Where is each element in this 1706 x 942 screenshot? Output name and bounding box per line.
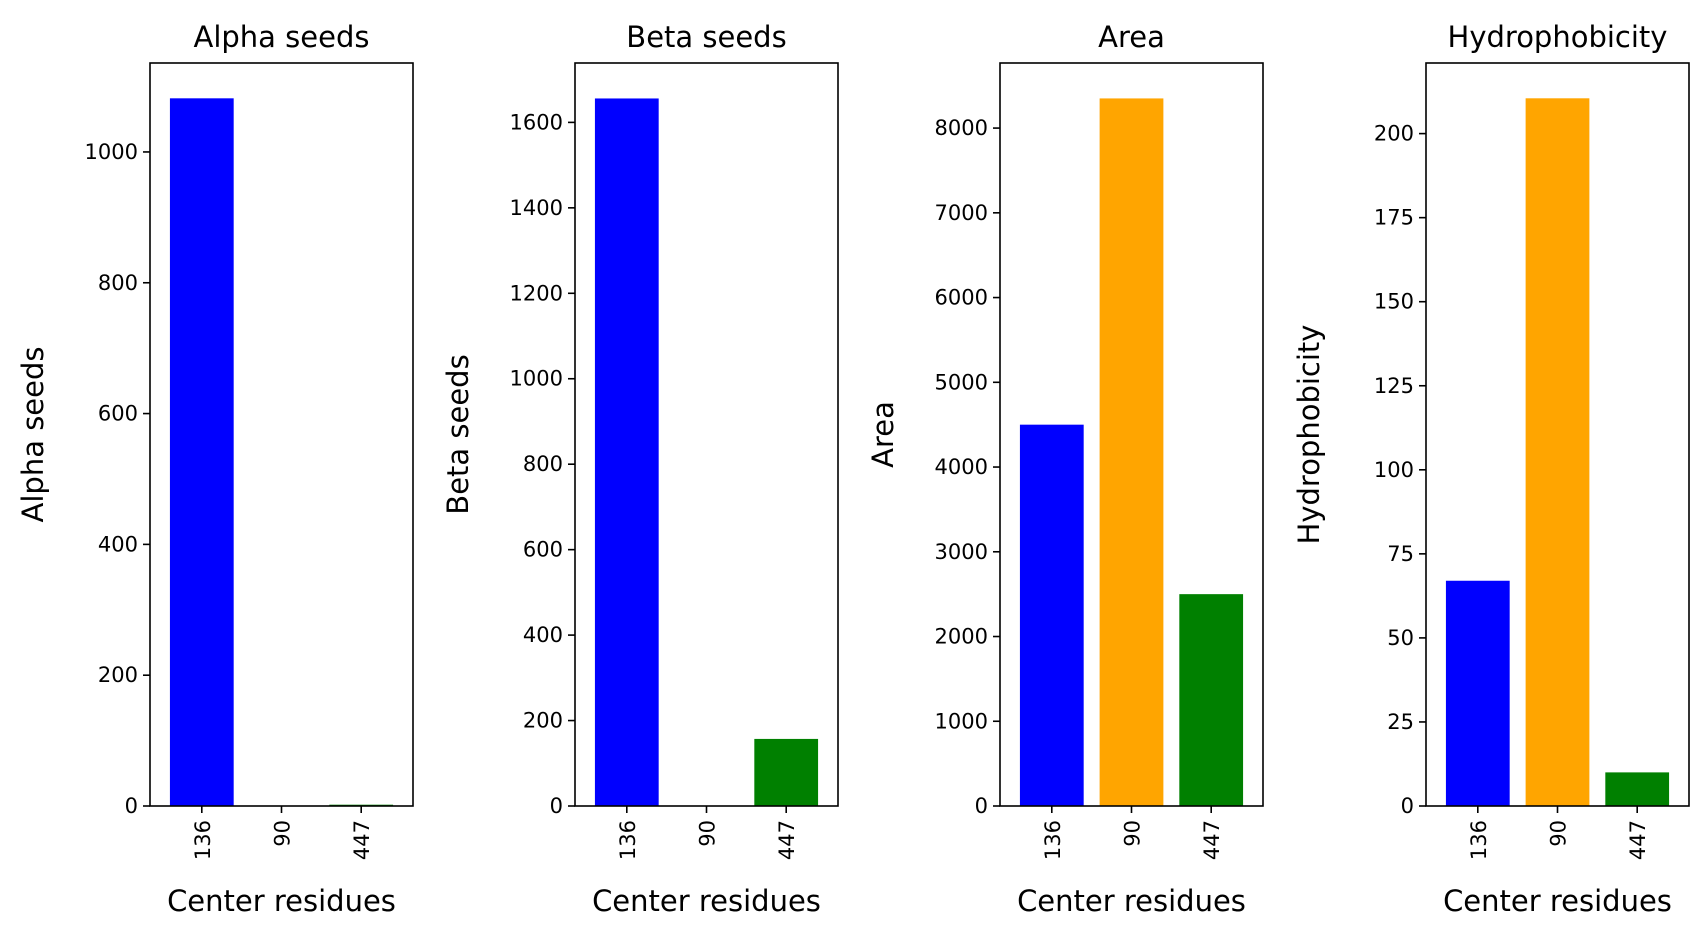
x-tick-label: 136 (1467, 820, 1491, 860)
y-tick-label: 0 (975, 794, 988, 818)
y-tick-label: 1000 (85, 140, 138, 164)
y-tick-label: 2000 (935, 625, 988, 649)
x-axis-label: Center residues (1443, 884, 1672, 918)
y-tick-label: 8000 (935, 116, 988, 140)
y-tick-label: 200 (98, 663, 138, 687)
y-tick-label: 200 (1374, 122, 1414, 146)
bar-136 (1445, 580, 1510, 806)
x-axis-label: Center residues (1017, 884, 1246, 918)
x-tick-label: 136 (1041, 820, 1065, 860)
bar-136 (169, 98, 234, 806)
x-axis-label: Center residues (167, 884, 396, 918)
x-tick-label: 447 (1200, 820, 1224, 860)
bar-447 (1605, 772, 1670, 806)
y-tick-label: 6000 (935, 286, 988, 310)
panel-title: Alpha seeds (194, 20, 370, 54)
panel-title: Area (1098, 20, 1165, 54)
axes-frame (149, 62, 414, 807)
panel-title: Beta seeds (626, 20, 786, 54)
bar-136 (594, 98, 659, 806)
x-tick-label: 90 (271, 820, 295, 847)
y-tick-label: 150 (1374, 290, 1414, 314)
bar-447 (754, 738, 819, 806)
y-tick-label: 800 (523, 452, 563, 476)
panel-title: Hydrophobicity (1448, 20, 1668, 54)
x-tick-label: 90 (1547, 820, 1571, 847)
y-tick-label: 1000 (510, 367, 563, 391)
y-tick-label: 1600 (510, 110, 563, 134)
y-axis-label: Area (866, 401, 900, 468)
y-tick-label: 600 (523, 538, 563, 562)
y-tick-label: 400 (523, 623, 563, 647)
bar-90 (1525, 98, 1590, 806)
y-tick-label: 400 (98, 532, 138, 556)
y-tick-label: 1400 (510, 196, 563, 220)
y-tick-label: 800 (98, 271, 138, 295)
y-tick-label: 0 (125, 794, 138, 818)
y-tick-label: 5000 (935, 370, 988, 394)
y-tick-label: 50 (1387, 626, 1414, 650)
y-tick-label: 600 (98, 402, 138, 426)
y-tick-label: 1200 (510, 281, 563, 305)
y-tick-label: 175 (1374, 206, 1414, 230)
axes-frame (574, 62, 839, 807)
x-tick-label: 447 (350, 820, 374, 860)
y-tick-label: 0 (1401, 794, 1414, 818)
y-tick-label: 7000 (935, 201, 988, 225)
bar-447 (1179, 594, 1244, 806)
y-tick-label: 0 (550, 794, 563, 818)
x-tick-label: 136 (191, 820, 215, 860)
x-tick-label: 90 (696, 820, 720, 847)
axes-frame (1425, 62, 1690, 807)
x-axis-label: Center residues (592, 884, 821, 918)
y-axis-label: Alpha seeds (16, 347, 50, 523)
y-tick-label: 3000 (935, 540, 988, 564)
x-tick-label: 447 (1626, 820, 1650, 860)
y-tick-label: 4000 (935, 455, 988, 479)
y-axis-label: Beta seeds (441, 354, 475, 514)
axes-frame (999, 62, 1264, 807)
x-tick-label: 90 (1121, 820, 1145, 847)
bar-90 (1099, 98, 1164, 806)
y-tick-label: 200 (523, 709, 563, 733)
y-tick-label: 1000 (935, 709, 988, 733)
x-tick-label: 136 (616, 820, 640, 860)
y-tick-label: 125 (1374, 374, 1414, 398)
x-tick-label: 447 (775, 820, 799, 860)
bar-136 (1019, 424, 1084, 806)
y-tick-label: 75 (1387, 542, 1414, 566)
y-tick-label: 25 (1387, 710, 1414, 734)
y-axis-label: Hydrophobicity (1292, 325, 1326, 545)
y-tick-label: 100 (1374, 458, 1414, 482)
